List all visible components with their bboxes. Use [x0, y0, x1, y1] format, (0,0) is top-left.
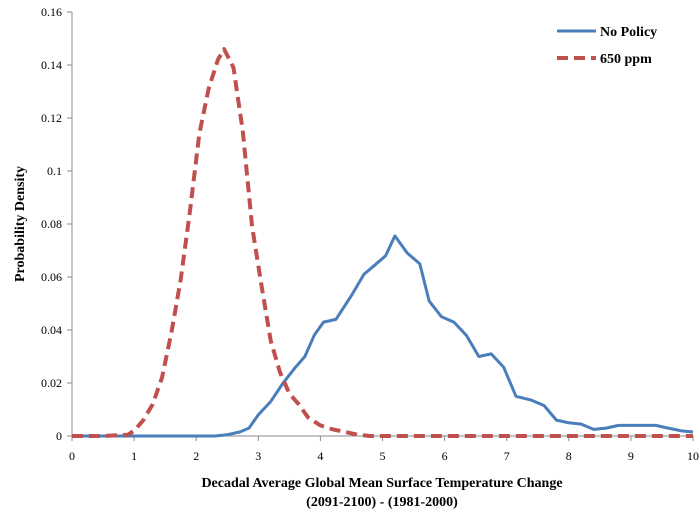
y-tick-label: 0.12 — [41, 111, 62, 125]
x-tick-label: 0 — [69, 449, 75, 463]
y-tick-label: 0.06 — [41, 270, 62, 284]
y-tick-label: 0.08 — [41, 217, 62, 231]
y-tick-label: 0 — [56, 429, 62, 443]
x-axis-title-line2: (2091-2100) - (1981-2000) — [306, 495, 458, 510]
y-axis-ticks: 0 0.02 0.04 0.06 0.08 0.1 0.12 0.14 0.16 — [41, 5, 72, 443]
y-tick-label: 0.02 — [41, 376, 62, 390]
y-tick-label: 0.04 — [41, 323, 62, 337]
x-tick-label: 9 — [628, 449, 634, 463]
x-tick-label: 1 — [131, 449, 137, 463]
x-tick-label: 5 — [380, 449, 386, 463]
x-tick-label: 2 — [193, 449, 199, 463]
series-group — [72, 47, 694, 438]
legend-label-650-ppm: 650 ppm — [600, 52, 652, 67]
x-tick-label: 4 — [317, 449, 323, 463]
series-line-650-ppm — [72, 47, 693, 438]
y-tick-label: 0.14 — [41, 58, 62, 72]
x-tick-label: 10 — [687, 449, 699, 463]
legend-label-no-policy: No Policy — [600, 25, 657, 40]
y-tick-label: 0.1 — [47, 164, 62, 178]
x-tick-label: 8 — [566, 449, 572, 463]
x-tick-label: 7 — [504, 449, 510, 463]
x-tick-label: 6 — [442, 449, 448, 463]
x-tick-label: 3 — [255, 449, 261, 463]
series-line-no-policy — [72, 234, 694, 438]
y-axis-title: Probability Density — [13, 166, 28, 282]
y-tick-label: 0.16 — [41, 5, 62, 19]
x-axis-title-line1: Decadal Average Global Mean Surface Temp… — [201, 476, 562, 491]
plot-area: 0 0.02 0.04 0.06 0.08 0.1 0.12 0.14 0.16 0 1 2 3 4 5 6… — [41, 5, 699, 463]
x-axis-ticks: 0 1 2 3 4 5 6 7 8 9 10 — [69, 436, 699, 463]
legend: No Policy 650 ppm — [557, 25, 657, 67]
